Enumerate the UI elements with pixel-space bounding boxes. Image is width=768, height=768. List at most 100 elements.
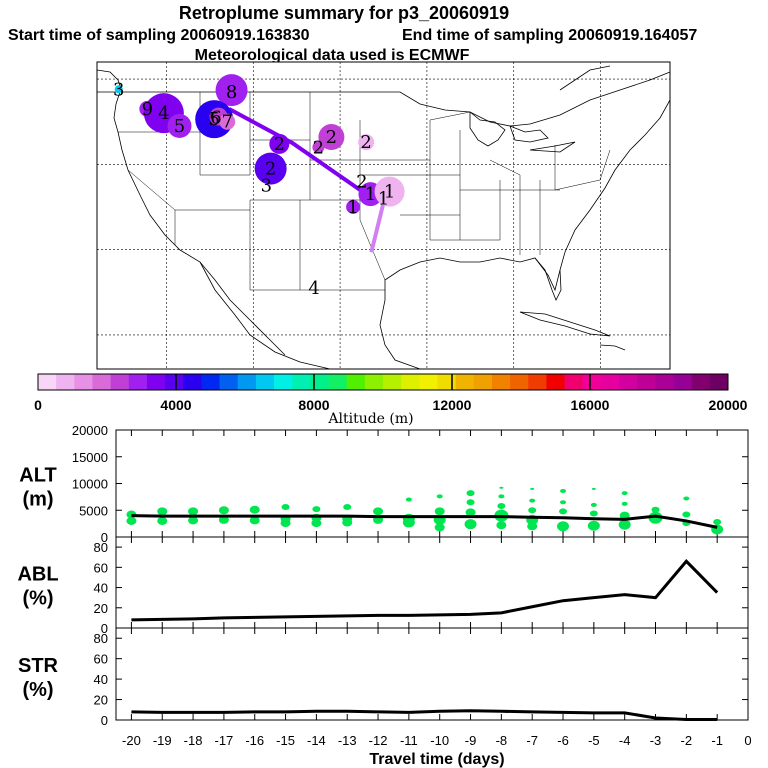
- day-number-label: 2: [274, 134, 285, 155]
- colorbar-swatch: [110, 374, 130, 390]
- x-tick-label: -18: [184, 733, 203, 748]
- colorbar-label: Altitude (m): [327, 411, 413, 427]
- colorbar-swatch: [619, 374, 638, 390]
- day-number-label: 8: [226, 82, 237, 103]
- altitude-point: [648, 511, 663, 524]
- x-tick-label: -17: [215, 733, 234, 748]
- altitude-point: [618, 519, 631, 530]
- x-axis-ticks: -20 -19 -18 -17 -16 -15 -14 -13 -12 -11 -10 -9 -8 -7-…: [122, 733, 752, 748]
- altitude-point: [434, 523, 445, 532]
- altitude-point: [466, 499, 475, 506]
- altitude-point: [591, 487, 596, 490]
- x-tick-label: -9: [465, 733, 477, 748]
- colorbar-swatch: [564, 374, 584, 390]
- colorbar-swatch: [74, 374, 93, 390]
- y-tick-label: 20000: [72, 423, 108, 438]
- y-tick-label: 15000: [72, 450, 108, 465]
- map-frame: [96, 61, 671, 370]
- x-tick-label: -6: [557, 733, 569, 748]
- day-number-label: 5: [174, 116, 185, 137]
- x-axis-label: Travel time (days): [369, 751, 504, 768]
- colorbar-swatch: [364, 374, 384, 390]
- x-tick-label: -4: [619, 733, 631, 748]
- x-tick-label: -16: [245, 733, 264, 748]
- lake-erie: [529, 141, 576, 153]
- altitude-point: [434, 507, 445, 516]
- x-tick-label: -12: [369, 733, 388, 748]
- plume-bubble: [219, 113, 236, 130]
- day-number-label: 1: [384, 182, 395, 203]
- colorbar-swatch: [255, 374, 275, 390]
- y-tick-label: 20: [94, 601, 108, 616]
- day-number-label: 6: [210, 107, 221, 128]
- west-coast: [113, 91, 286, 356]
- colorbar-frame: [37, 373, 729, 391]
- x-tick-label: -8: [496, 733, 508, 748]
- altitude-point: [651, 506, 660, 513]
- colorbar-swatch: [600, 374, 620, 390]
- altitude-point: [466, 490, 475, 497]
- colorbar-swatch: [709, 374, 729, 390]
- panel-abl: 0 20 40 60 80 ABL(%): [17, 536, 749, 636]
- map-coastlines: [96, 65, 671, 370]
- colorbar-tick-label: 4000: [160, 397, 191, 413]
- day-number-label: 5: [208, 109, 219, 130]
- altitude-point: [249, 516, 260, 525]
- altitude-point: [560, 488, 567, 493]
- met-data-label: Meteorological data used is ECMWF: [195, 47, 470, 64]
- colorbar-swatch: [274, 374, 293, 390]
- colorbar-swatch: [165, 374, 184, 390]
- altitude-point: [405, 497, 412, 502]
- altitude-point: [373, 507, 384, 516]
- altitude-point: [157, 516, 168, 525]
- plume-bubble: [358, 134, 375, 151]
- x-tick-label: -2: [681, 733, 693, 748]
- altitude-point: [312, 506, 321, 513]
- colorbar-swatch: [346, 374, 366, 390]
- end-time-label: End time of sampling 20060919.164057: [402, 27, 697, 44]
- colorbar-swatch: [292, 374, 311, 390]
- x-tick-label: 0: [744, 733, 751, 748]
- colorbar-swatch: [183, 374, 202, 390]
- y-tick-label: 20: [94, 693, 108, 708]
- colorbar-swatch: [582, 374, 602, 390]
- baja-coast: [199, 261, 331, 370]
- colorbar-swatch: [237, 374, 257, 390]
- altitude-point: [590, 502, 597, 507]
- y-tick-label: 40: [94, 581, 108, 596]
- colorbar-tick-label: 0: [34, 397, 42, 413]
- lake-huron: [509, 125, 549, 143]
- day-number-label: 1: [365, 184, 376, 205]
- colorbar-swatch: [473, 374, 493, 390]
- day-number-label: 9: [142, 99, 153, 120]
- day-number-label: 2: [313, 137, 324, 158]
- y-tick-label: 0: [101, 530, 108, 545]
- day-number-label: 4: [308, 278, 319, 299]
- x-tick-label: -10: [430, 733, 449, 748]
- x-tick-label: -7: [526, 733, 538, 748]
- x-tick-label: -14: [307, 733, 326, 748]
- plume-bubble: [318, 124, 345, 151]
- altitude-point: [218, 515, 229, 524]
- colorbar-swatch: [510, 374, 529, 390]
- altitude-point: [342, 518, 353, 527]
- colorbar-tick-label: 20000: [709, 397, 748, 413]
- plume-bubble: [312, 141, 325, 154]
- lake-michigan: [469, 111, 506, 147]
- time-series-panels: 05000100001500020000ALT(m)020406080ABL(%…: [17, 423, 751, 748]
- altitude-point: [683, 496, 690, 501]
- x-tick-label: -20: [122, 733, 141, 748]
- altitude-point: [188, 507, 199, 516]
- colorbar-swatch: [128, 374, 148, 390]
- panel-ylabel: STR: [18, 655, 59, 677]
- altitude-point: [559, 508, 568, 515]
- y-tick-label: 0: [101, 621, 108, 636]
- altitude-point: [587, 520, 600, 531]
- x-tick-label: -13: [338, 733, 357, 748]
- altitude-point: [281, 504, 290, 511]
- altitude-point: [402, 517, 415, 528]
- panel-ylabel: ABL: [17, 564, 58, 586]
- quebec-shore: [559, 65, 611, 91]
- altitude-point: [465, 508, 476, 517]
